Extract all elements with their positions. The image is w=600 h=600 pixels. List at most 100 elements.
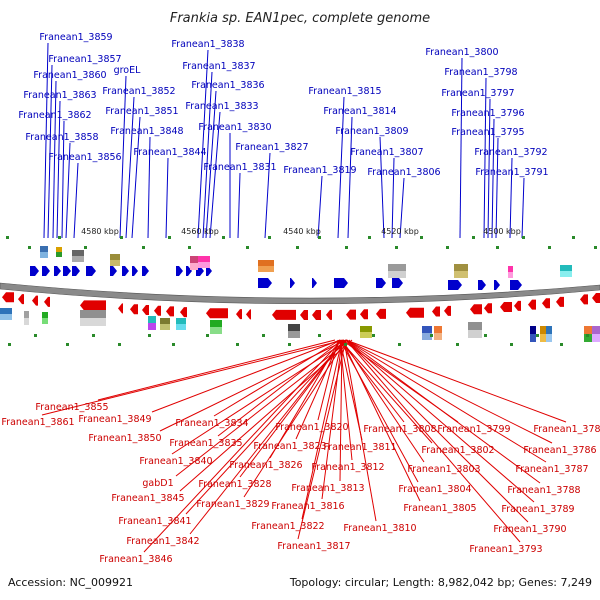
reverse-gene-label-franean1-3820: Franean1_3820: [275, 422, 348, 433]
domain-block: [40, 252, 48, 258]
forward-gene-arrow: [110, 266, 117, 276]
forward-gene-label-franean1-3851: Franean1_3851: [105, 106, 178, 117]
domain-block: [258, 266, 274, 272]
reverse-gene-arrow: [272, 309, 296, 320]
reverse-gene-label-franean1-3842: Franean1_3842: [126, 536, 199, 547]
tick-marker: [420, 236, 423, 239]
domain-block: [454, 271, 468, 278]
forward-leader-line: [125, 96, 135, 239]
reverse-gene-arrow: [360, 309, 368, 320]
forward-leader-line: [379, 136, 385, 239]
domain-block: [530, 334, 536, 342]
reverse-gene-label-franean1-3826: Franean1_3826: [229, 460, 302, 471]
reverse-gene-arrow: [80, 300, 106, 311]
forward-gene-label-franean1-3844: Franean1_3844: [133, 147, 206, 158]
reverse-gene-label-franean1-3835: Franean1_3835: [169, 438, 242, 449]
forward-leader-line: [65, 142, 71, 239]
reverse-gene-arrow: [470, 304, 482, 315]
domain-block: [42, 312, 48, 318]
reverse-leader-line: [343, 339, 377, 522]
reverse-leader-line: [297, 339, 347, 540]
tick-marker: [66, 343, 69, 346]
forward-leader-line: [487, 98, 491, 239]
tick-marker: [188, 246, 191, 249]
scale-tick-label: 4500 kbp: [483, 227, 521, 236]
forward-gene-label-franean1-3819: Franean1_3819: [283, 165, 356, 176]
tick-marker: [6, 236, 9, 239]
domain-block: [560, 271, 572, 277]
tick-marker: [92, 334, 95, 337]
forward-leader-line: [61, 120, 65, 239]
domain-block: [546, 326, 552, 334]
tick-marker: [118, 343, 121, 346]
domain-block: [422, 326, 432, 333]
reverse-gene-arrow: [542, 298, 550, 309]
scale-tick-label: 4560 kbp: [181, 227, 219, 236]
reverse-gene-arrow: [484, 303, 492, 314]
forward-gene-arrow: [54, 266, 61, 276]
domain-block: [210, 320, 222, 327]
reverse-leader-line: [295, 339, 341, 440]
forward-gene-label-franean1-3838: Franean1_3838: [171, 39, 244, 50]
reverse-gene-arrow: [326, 309, 332, 320]
tick-marker: [206, 334, 209, 337]
domain-block: [540, 334, 546, 342]
tick-marker: [34, 334, 37, 337]
reverse-leader-line: [143, 339, 343, 553]
tick-marker: [395, 246, 398, 249]
forward-gene-arrow: [258, 278, 272, 288]
forward-gene-label-franean1-3852: Franean1_3852: [102, 86, 175, 97]
reverse-gene-arrow: [376, 308, 386, 319]
forward-leader-line: [495, 137, 499, 239]
forward-leader-line: [399, 177, 405, 239]
tick-marker: [398, 343, 401, 346]
reverse-gene-label-franean1-3808: Franean1_3808: [363, 424, 436, 435]
tick-marker: [28, 246, 31, 249]
domain-block: [110, 260, 120, 266]
forward-gene-arrow: [122, 266, 129, 276]
forward-gene-label-franean1-3815: Franean1_3815: [308, 86, 381, 97]
reverse-gene-arrow: [406, 307, 424, 318]
tick-marker: [8, 343, 11, 346]
forward-gene-arrow: [494, 280, 500, 290]
forward-gene-label-franean1-3857: Franean1_3857: [48, 54, 121, 65]
reverse-leader-line: [243, 339, 347, 498]
domain-block: [198, 262, 210, 268]
scale-tick-label: 4520 kbp: [381, 227, 419, 236]
reverse-leader-line: [189, 339, 345, 535]
reverse-leader-line: [317, 339, 339, 421]
forward-leader-line: [56, 100, 61, 239]
forward-gene-label-franean1-3798: Franean1_3798: [444, 67, 517, 78]
reverse-gene-label-franean1-3845: Franean1_3845: [111, 493, 184, 504]
tick-marker: [296, 246, 299, 249]
reverse-gene-arrow: [180, 307, 187, 318]
forward-leader-line: [205, 90, 217, 239]
reverse-gene-label-franean1-3828: Franean1_3828: [198, 479, 271, 490]
tick-marker: [572, 236, 575, 239]
domain-block: [198, 256, 210, 262]
domain-block: [258, 260, 274, 266]
forward-gene-arrow: [392, 278, 403, 288]
domain-block: [454, 264, 468, 271]
reverse-leader-line: [41, 339, 345, 416]
reverse-leader-line: [339, 339, 405, 423]
forward-gene-label-franean1-3858: Franean1_3858: [25, 132, 98, 143]
reverse-gene-arrow: [432, 306, 440, 317]
domain-block: [508, 266, 513, 272]
reverse-leader-line: [339, 339, 343, 482]
tick-marker: [456, 343, 459, 346]
domain-block: [190, 263, 198, 270]
domain-block: [468, 322, 482, 330]
domain-block: [540, 326, 546, 334]
domain-block: [288, 324, 300, 331]
reverse-gene-arrow: [580, 294, 588, 305]
tick-marker: [120, 236, 123, 239]
domain-block: [422, 333, 432, 340]
reverse-gene-label-franean1-3810: Franean1_3810: [343, 523, 416, 534]
forward-gene-arrow: [132, 266, 138, 276]
reverse-leader-line: [345, 339, 547, 463]
tick-marker: [236, 343, 239, 346]
reverse-gene-label-franean1-3861: Franean1_3861: [1, 417, 74, 428]
forward-leader-line: [52, 80, 57, 239]
forward-gene-arrow: [290, 278, 295, 288]
